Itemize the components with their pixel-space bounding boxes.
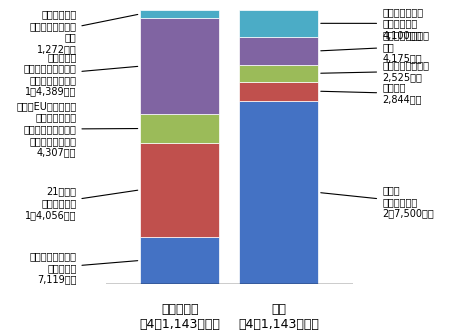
Bar bbox=[239, 10, 318, 37]
Bar bbox=[239, 65, 318, 82]
Bar bbox=[239, 82, 318, 101]
Bar bbox=[140, 143, 219, 237]
Text: 前年度剰余金受入
2,525億円: 前年度剰余金受入 2,525億円 bbox=[321, 61, 429, 82]
Text: 熊本地震や
東日本大震災からの
復興や防災対策等
1兆4,389億円: 熊本地震や 東日本大震災からの 復興や防災対策等 1兆4,389億円 bbox=[23, 52, 138, 97]
Text: 一億総活躍社会の
実現の加速
7,119億円: 一億総活躍社会の 実現の加速 7,119億円 bbox=[29, 251, 138, 284]
Text: 英国のEU離脱に伴う
不安定性などの
リスクへの対応及び
中小企業等の支援
4,307億円: 英国のEU離脱に伴う 不安定性などの リスクへの対応及び 中小企業等の支援 4,… bbox=[16, 101, 138, 157]
Text: 税外収入
2,844億円: 税外収入 2,844億円 bbox=[321, 82, 422, 104]
Bar bbox=[140, 18, 219, 114]
Text: 熊本地震復旧等
予備費の減額
4,100億円: 熊本地震復旧等 予備費の減額 4,100億円 bbox=[321, 7, 423, 40]
Text: 財源
（4兆1,143億円）: 財源 （4兆1,143億円） bbox=[238, 303, 319, 331]
Text: 公債金
（建設国債）
2兆7,500億円: 公債金 （建設国債） 2兆7,500億円 bbox=[321, 185, 434, 218]
Bar bbox=[140, 10, 219, 18]
Bar bbox=[239, 37, 318, 65]
Text: 21世紀の
インフラ整備
1兆4,056億円: 21世紀の インフラ整備 1兆4,056億円 bbox=[25, 187, 138, 220]
Bar bbox=[140, 237, 219, 284]
Text: 東日本大震災
復興特別会計への
繰入
1,272億円: 東日本大震災 復興特別会計への 繰入 1,272億円 bbox=[29, 9, 138, 54]
Bar bbox=[239, 101, 318, 284]
Bar bbox=[140, 114, 219, 143]
Text: 国債費の利払費の
減額
4,175億円: 国債費の利払費の 減額 4,175億円 bbox=[321, 30, 429, 63]
Text: 歳出の追加
（4兆1,143億円）: 歳出の追加 （4兆1,143億円） bbox=[140, 303, 220, 331]
